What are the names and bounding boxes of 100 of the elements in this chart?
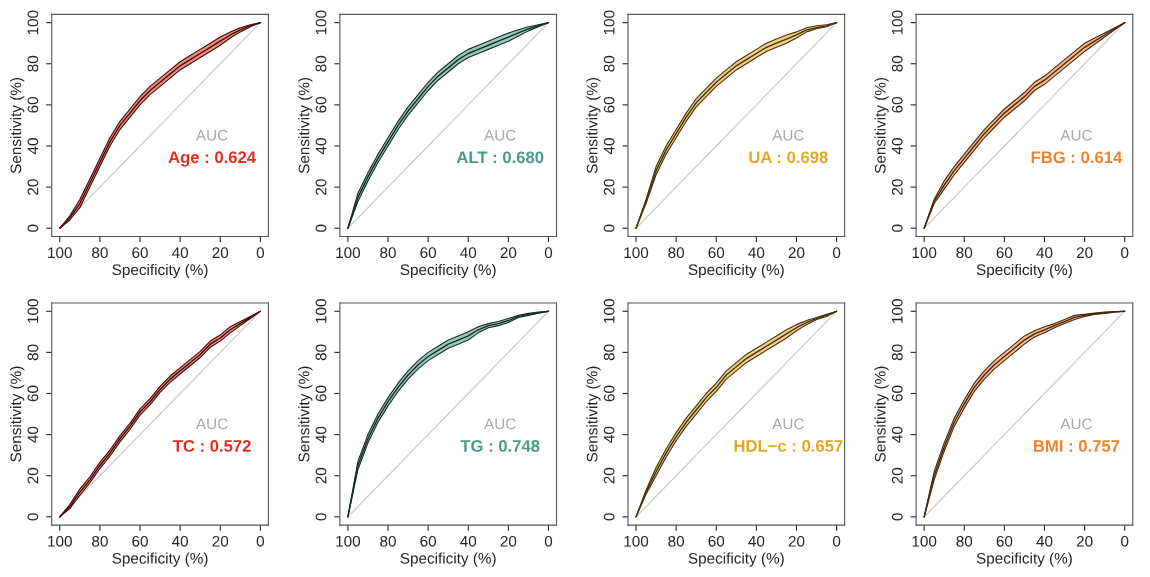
x-tick-label: 0	[1121, 247, 1129, 259]
y-tick-label: 40	[603, 138, 615, 155]
annotation: TG : 0.748	[460, 440, 540, 452]
y-tick-label: 80	[891, 55, 903, 72]
x-tick-label: 0	[544, 535, 553, 547]
x-tick-label: 60	[420, 247, 437, 259]
y-tick-label: 20	[27, 467, 39, 484]
x-tick-label: 80	[668, 247, 685, 259]
y-axis-title: Sensitivity (%)	[10, 77, 25, 174]
y-tick-label: 0	[891, 513, 903, 521]
x-tick-label: 80	[92, 247, 108, 259]
y-tick-label: 80	[603, 55, 615, 72]
x-tick-label: 20	[1076, 247, 1093, 259]
x-tick-label: 0	[544, 247, 553, 259]
x-tick-label: 100	[624, 247, 649, 259]
x-tick-label: 80	[668, 535, 685, 547]
x-tick-label: 0	[256, 535, 265, 547]
y-tick-label: 20	[27, 179, 39, 195]
y-tick-label: 40	[27, 426, 39, 443]
y-axis-title: Sensitivity (%)	[298, 77, 313, 174]
x-tick-label: 20	[788, 535, 805, 547]
x-tick-label: 40	[1036, 247, 1053, 259]
y-tick-label: 20	[603, 467, 615, 484]
x-tick-label: 40	[460, 535, 477, 547]
y-axis-title: Sensitivity (%)	[874, 366, 889, 462]
x-tick-label: 100	[912, 247, 937, 259]
x-tick-label: 80	[956, 535, 973, 547]
y-tick-label: 20	[603, 179, 615, 195]
y-tick-label: 60	[891, 96, 903, 113]
y-tick-label: 0	[603, 224, 615, 232]
y-tick-label: 0	[27, 513, 39, 521]
y-tick-label: 20	[891, 179, 903, 195]
annotation: AUC	[195, 129, 228, 141]
x-tick-label: 40	[1036, 535, 1053, 547]
y-tick-label: 40	[603, 426, 615, 443]
y-tick-label: 100	[315, 299, 327, 323]
x-tick-label: 80	[380, 535, 396, 547]
x-tick-label: 20	[500, 247, 517, 259]
y-tick-label: 100	[315, 10, 327, 35]
y-tick-label: 60	[603, 96, 615, 113]
x-axis-title: Specificity (%)	[688, 552, 784, 567]
annotation: AUC	[484, 129, 516, 141]
x-tick-label: 40	[460, 247, 477, 259]
y-tick-label: 20	[315, 179, 327, 195]
y-tick-label: 80	[315, 55, 327, 72]
y-tick-label: 0	[891, 224, 903, 232]
x-tick-label: 20	[1076, 535, 1093, 547]
x-tick-label: 20	[788, 247, 805, 259]
annotation: HDL−c : 0.657	[734, 440, 843, 452]
annotation: AUC	[772, 129, 804, 141]
x-tick-label: 100	[48, 535, 72, 547]
x-tick-label: 60	[708, 247, 725, 259]
x-tick-label: 20	[212, 535, 229, 547]
x-axis-title: Specificity (%)	[976, 263, 1072, 279]
y-tick-label: 100	[603, 10, 615, 35]
x-tick-label: 80	[956, 247, 973, 259]
x-tick-label: 40	[748, 535, 765, 547]
x-tick-label: 40	[748, 247, 765, 259]
x-tick-label: 40	[171, 535, 189, 547]
annotation: BMI : 0.757	[1034, 440, 1120, 452]
y-tick-label: 60	[315, 96, 327, 113]
y-axis-title: Sensitivity (%)	[586, 366, 601, 462]
x-tick-label: 0	[832, 535, 841, 547]
y-tick-label: 100	[891, 299, 903, 323]
x-tick-label: 100	[336, 535, 361, 547]
y-tick-label: 80	[603, 344, 615, 361]
annotation: AUC	[1060, 129, 1092, 141]
y-tick-label: 60	[27, 96, 39, 113]
y-tick-label: 100	[27, 10, 39, 35]
x-axis-title: Specificity (%)	[400, 263, 496, 279]
y-tick-label: 60	[27, 385, 39, 402]
x-tick-label: 100	[336, 247, 361, 259]
y-tick-label: 0	[315, 224, 327, 232]
y-tick-label: 40	[891, 426, 903, 443]
x-tick-label: 60	[708, 535, 725, 547]
y-tick-label: 100	[891, 10, 903, 35]
x-tick-label: 60	[996, 535, 1013, 547]
y-tick-label: 80	[27, 55, 39, 72]
y-axis-title: Sensitivity (%)	[874, 77, 889, 174]
y-tick-label: 80	[315, 344, 327, 361]
y-tick-label: 60	[603, 385, 615, 402]
y-tick-label: 0	[315, 513, 327, 521]
x-tick-label: 20	[500, 535, 517, 547]
annotation: TC : 0.572	[172, 440, 251, 452]
x-axis-title: Specificity (%)	[688, 263, 784, 279]
annotation: FBG : 0.614	[1031, 151, 1123, 164]
y-tick-label: 60	[891, 385, 903, 402]
y-axis-title: Sensitivity (%)	[10, 366, 25, 462]
annotation: AUC	[484, 418, 516, 430]
y-tick-label: 80	[27, 344, 39, 361]
annotation: Age : 0.624	[168, 151, 256, 167]
x-tick-label: 0	[832, 247, 841, 259]
x-tick-label: 0	[256, 247, 265, 259]
y-tick-label: 20	[891, 467, 903, 484]
x-axis-title: Specificity (%)	[400, 552, 496, 567]
annotation: ALT : 0.680	[456, 151, 544, 164]
y-tick-label: 60	[315, 385, 327, 402]
x-tick-label: 100	[48, 247, 72, 259]
x-axis-title: Specificity (%)	[112, 263, 208, 279]
y-tick-label: 40	[315, 138, 327, 155]
